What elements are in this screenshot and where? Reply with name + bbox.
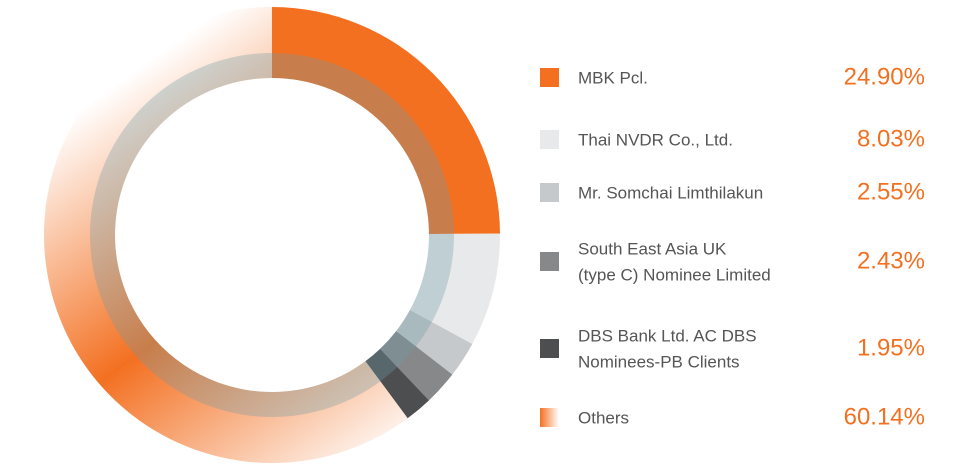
donut-slice — [409, 233, 501, 344]
value-label: 60.14% — [844, 403, 925, 430]
donut-slice — [380, 331, 453, 401]
legend-swatch — [540, 252, 559, 271]
legend-label: MBK Pcl. — [578, 68, 648, 87]
legend-swatch — [540, 68, 559, 87]
donut-slice — [396, 310, 473, 375]
value-label: 2.43% — [857, 247, 925, 274]
inner-band — [89, 53, 454, 417]
legend-label: DBS Bank Ltd. AC DBS — [578, 326, 757, 345]
value-label: 8.03% — [857, 125, 925, 152]
donut-slice — [365, 348, 430, 419]
value-label: 2.55% — [857, 178, 925, 205]
donut-slice — [43, 7, 408, 463]
legend-swatch — [540, 130, 559, 149]
legend-label: Others — [578, 408, 629, 427]
legend-label: Thai NVDR Co., Ltd. — [578, 130, 733, 149]
legend: MBK Pcl. 24.90% Thai NVDR Co., Ltd. 8.03% Mr… — [540, 63, 925, 430]
legend-label: Mr. Somchai Limthilakun — [578, 183, 763, 202]
legend-swatch — [540, 183, 559, 202]
donut — [43, 7, 501, 463]
value-label: 24.90% — [844, 63, 925, 90]
legend-swatch — [540, 408, 559, 427]
legend-label: (type C) Nominee Limited — [578, 265, 771, 284]
legend-label: Nominees-PB Clients — [578, 352, 740, 371]
legend-label: South East Asia UK — [578, 239, 727, 258]
value-label: 1.95% — [857, 334, 925, 361]
donut-slice — [272, 7, 500, 235]
legend-swatch — [540, 339, 559, 358]
